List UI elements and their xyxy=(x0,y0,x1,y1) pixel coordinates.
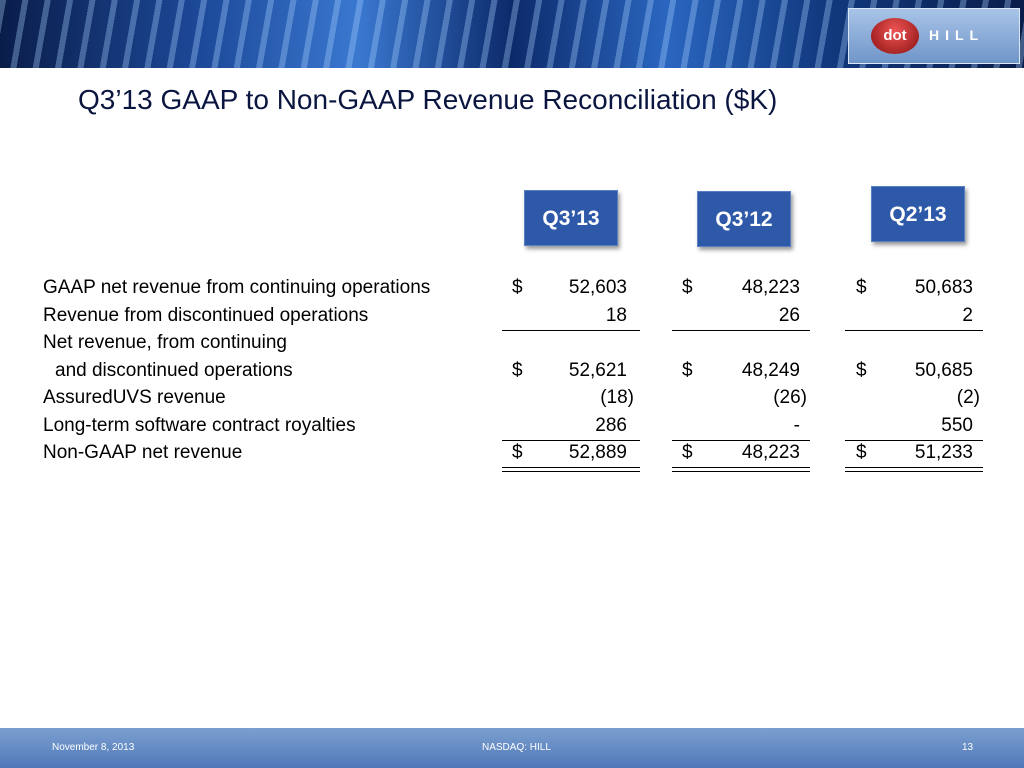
slide-title: Q3’13 GAAP to Non-GAAP Revenue Reconcili… xyxy=(78,84,778,115)
cell-value: 52,603 xyxy=(568,277,627,298)
currency-symbol: $ xyxy=(512,277,523,298)
cell-value: (2) xyxy=(956,387,980,408)
cell-value: 50,685 xyxy=(914,359,973,381)
row-label: and discontinued operations xyxy=(55,359,293,381)
row-label: Non-GAAP net revenue xyxy=(43,442,243,463)
cell-value: 286 xyxy=(595,414,627,436)
cell-value: 51,233 xyxy=(914,442,973,463)
cell-value: 26 xyxy=(778,304,800,326)
cell-value: 2 xyxy=(962,304,973,326)
rule-line xyxy=(502,471,640,472)
currency-symbol: $ xyxy=(856,359,867,381)
footer-band xyxy=(0,728,1024,768)
cell-value: - xyxy=(793,414,800,436)
rule-line xyxy=(502,329,640,331)
column-header: Q3’13 xyxy=(524,190,618,246)
row-label: Long-term software contract royalties xyxy=(43,414,356,436)
cell-value: 18 xyxy=(605,304,627,326)
column-header: Q3’12 xyxy=(697,191,791,247)
currency-symbol: $ xyxy=(512,359,523,381)
footer-page: 13 xyxy=(962,742,974,753)
logo: dot HILL xyxy=(848,8,1020,64)
rule-line xyxy=(845,467,983,468)
currency-symbol: $ xyxy=(682,277,693,298)
currency-symbol: $ xyxy=(512,442,523,463)
rule-line xyxy=(502,439,640,441)
currency-symbol: $ xyxy=(682,442,693,463)
column-header: Q2’13 xyxy=(871,186,965,242)
cell-value: 48,249 xyxy=(741,359,800,381)
currency-symbol: $ xyxy=(682,359,693,381)
cell-value: (26) xyxy=(773,387,807,408)
row-label: GAAP net revenue from continuing operati… xyxy=(43,277,431,298)
logo-dot: dot xyxy=(871,18,919,54)
cell-value: 52,621 xyxy=(568,359,627,381)
currency-symbol: $ xyxy=(856,277,867,298)
cell-value: 50,683 xyxy=(914,277,973,298)
rule-line xyxy=(672,329,810,331)
rule-line xyxy=(845,329,983,331)
rule-line xyxy=(845,471,983,472)
row-label: Net revenue, from continuing xyxy=(43,332,287,353)
footer-date: November 8, 2013 xyxy=(52,742,135,753)
rule-line xyxy=(672,471,810,472)
rule-line xyxy=(845,439,983,441)
cell-value: 550 xyxy=(941,414,973,436)
rule-line xyxy=(672,439,810,441)
rule-line xyxy=(672,467,810,468)
footer-center: NASDAQ: HILL xyxy=(482,742,551,753)
logo-hill: HILL xyxy=(929,27,985,43)
cell-value: 48,223 xyxy=(741,277,800,298)
currency-symbol: $ xyxy=(856,442,867,463)
row-label: Revenue from discontinued operations xyxy=(43,304,369,326)
cell-value: 48,223 xyxy=(741,442,800,463)
row-label: AssuredUVS revenue xyxy=(43,387,226,408)
cell-value: (18) xyxy=(600,387,634,408)
rule-line xyxy=(502,467,640,468)
cell-value: 52,889 xyxy=(568,442,627,463)
